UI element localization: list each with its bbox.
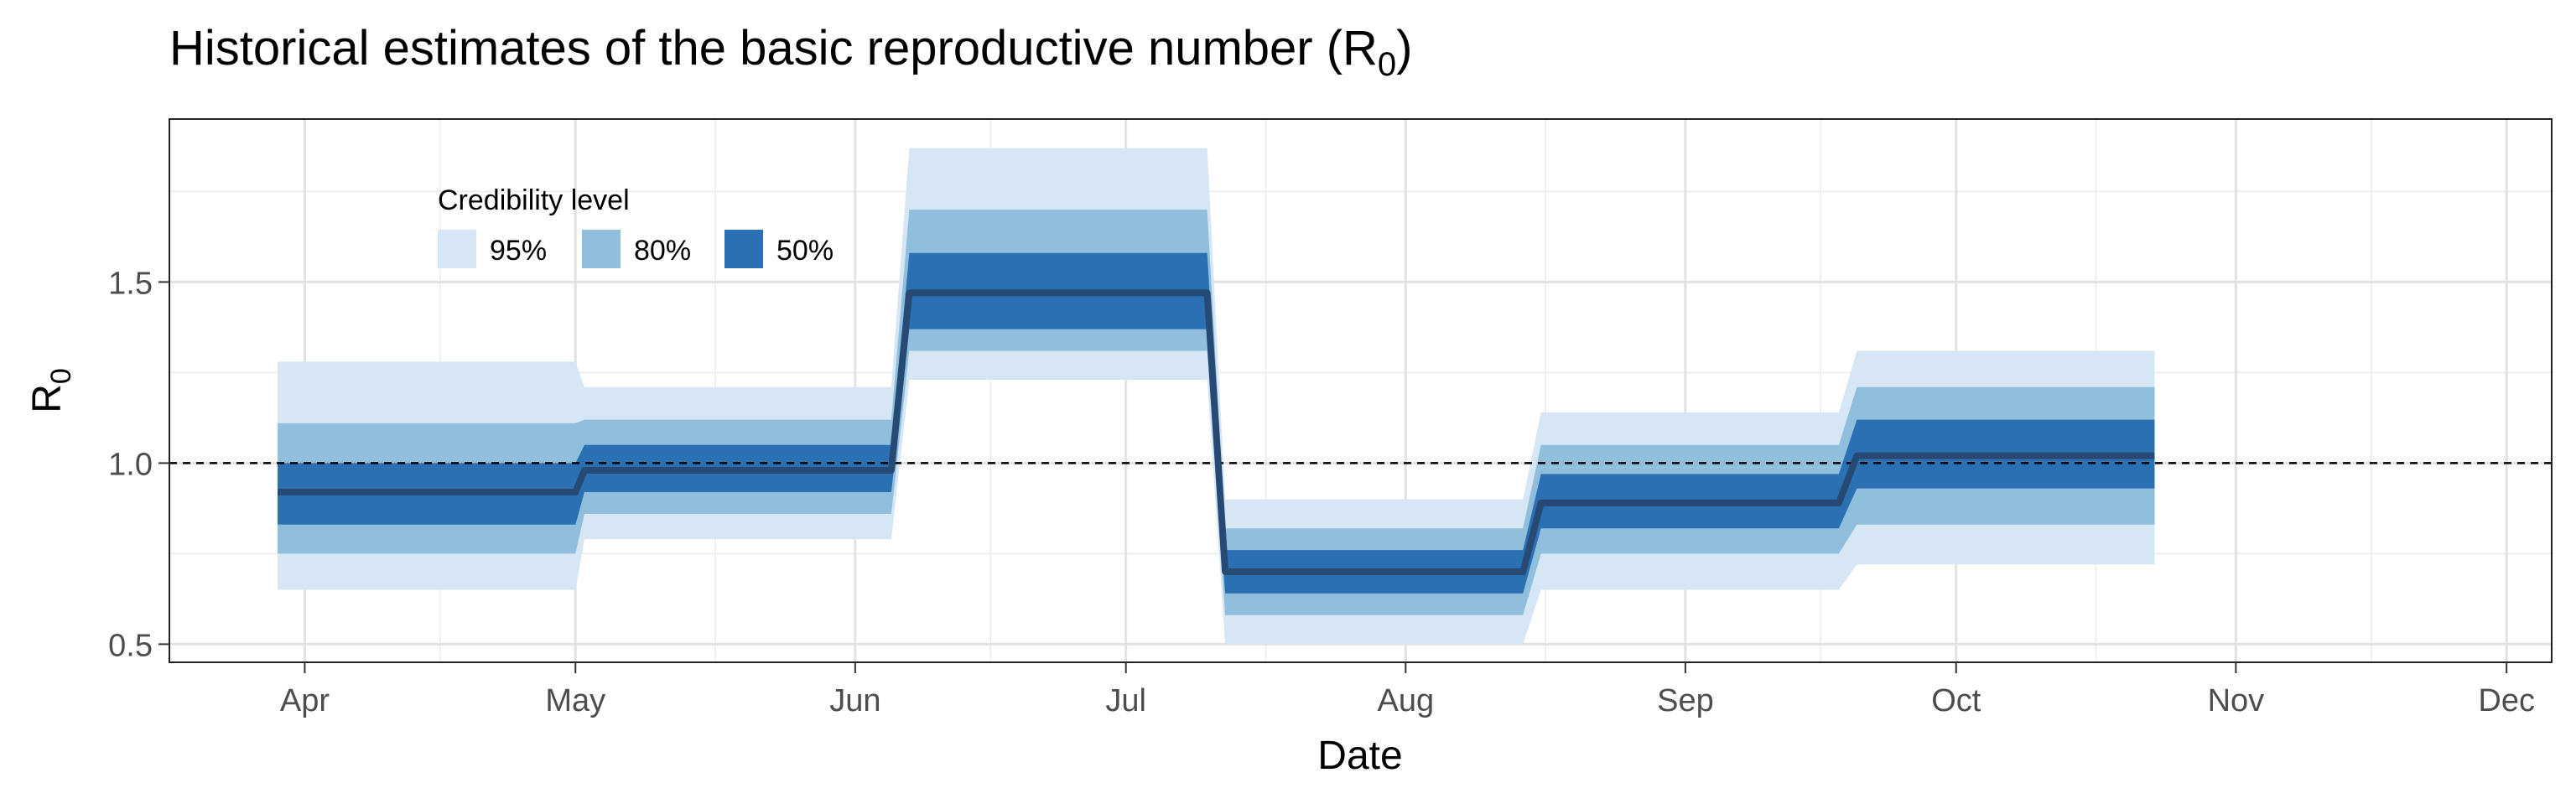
y-axis-label-main: R <box>25 384 70 413</box>
legend-key <box>438 230 476 268</box>
legend-key <box>582 230 621 268</box>
x-axis-label: Date <box>1317 734 1402 778</box>
y-tick-label: 1.0 <box>108 447 153 482</box>
x-tick-label: Apr <box>280 683 330 718</box>
x-tick-label: Nov <box>2208 683 2265 718</box>
median-line-group <box>278 289 2155 575</box>
y-tick-label: 1.5 <box>108 266 153 301</box>
chart-title-main: Historical estimates of the basic reprod… <box>169 21 1378 75</box>
x-tick-label: Sep <box>1657 683 1714 718</box>
y-axis-label: R0 <box>25 368 77 413</box>
chart-title-close: ) <box>1396 21 1412 75</box>
median-line <box>278 289 2155 575</box>
x-tick-label: Jun <box>829 683 880 718</box>
legend-title: Credibility level <box>438 184 630 216</box>
legend-label: 95% <box>490 235 547 267</box>
legend-label: 80% <box>634 235 691 267</box>
x-tick-label: Dec <box>2478 683 2535 718</box>
y-axis-label-subscript: 0 <box>45 368 77 384</box>
x-tick-label: Oct <box>1931 683 1981 718</box>
legend-label: 50% <box>776 235 834 267</box>
legend-key <box>724 230 763 268</box>
y-tick-label: 0.5 <box>108 628 153 663</box>
axes: 0.5 1.0 1.5 Apr May Jun Jul Aug Sep Oct Nov Dec <box>108 266 2535 718</box>
panel-border <box>169 118 2553 663</box>
x-tick-label: Jul <box>1105 683 1146 718</box>
x-tick-label: Aug <box>1377 683 1434 718</box>
chart-title-subscript: 0 <box>1378 46 1396 83</box>
x-tick-label: May <box>545 683 605 718</box>
legend: Credibility level 95% 80% 50% <box>438 184 834 268</box>
chart-title: Historical estimates of the basic reprod… <box>169 21 1413 83</box>
